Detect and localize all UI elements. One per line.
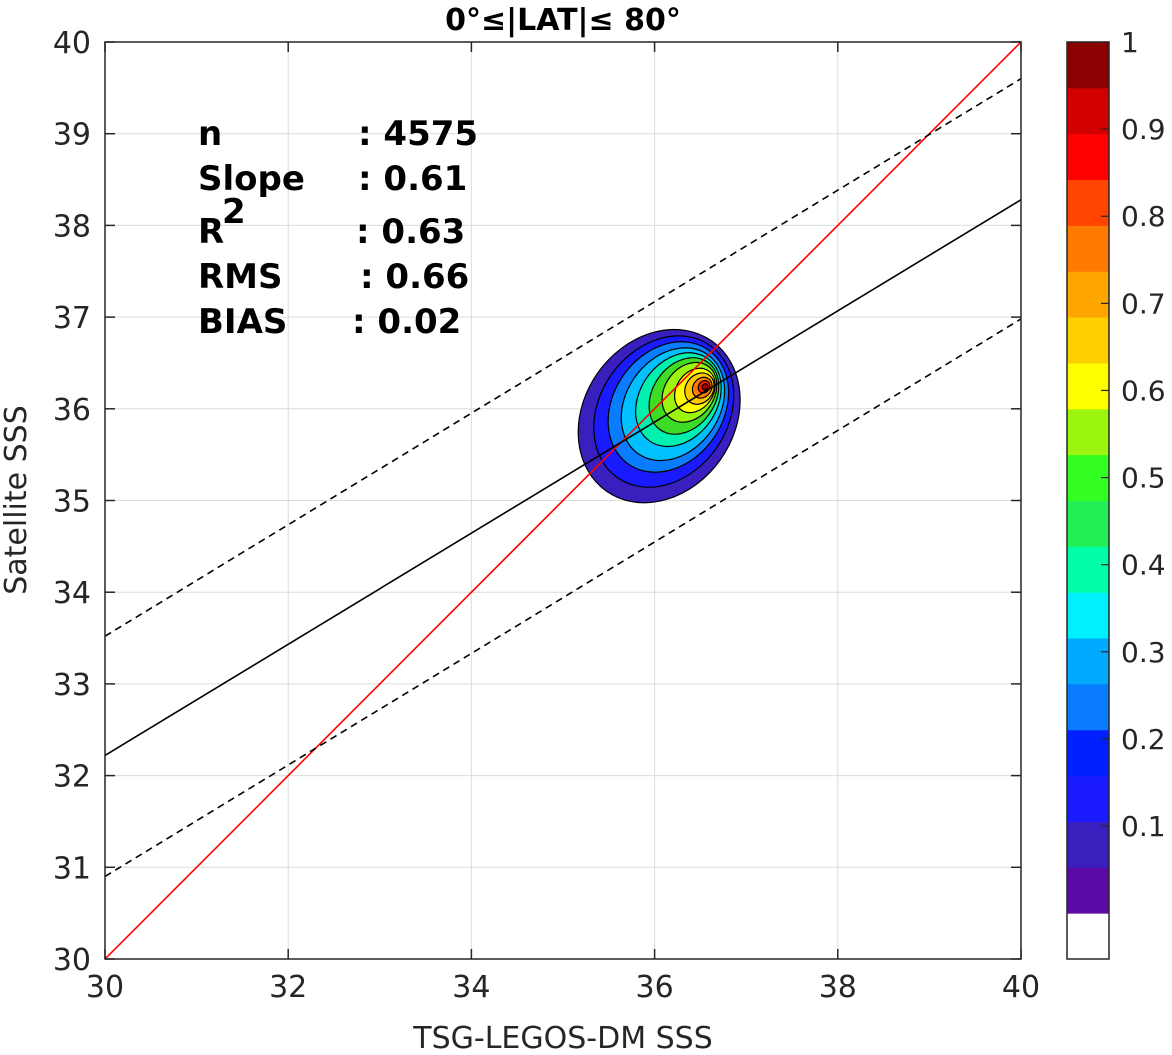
x-tick-label: 34: [452, 970, 490, 1005]
colorbar-segment: [1067, 271, 1109, 318]
stat-label: Slope: [198, 159, 305, 199]
y-tick-label: 31: [53, 851, 91, 886]
colorbar-tick-label: 1: [1121, 26, 1139, 59]
x-tick-label: 38: [819, 970, 857, 1005]
colorbar-segment: [1067, 913, 1109, 960]
x-tick-label: 30: [86, 970, 124, 1005]
y-tick-label: 33: [53, 668, 91, 703]
y-tick-label: 34: [53, 576, 91, 611]
colorbar-segment: [1067, 408, 1109, 456]
y-tick-label: 30: [53, 943, 91, 978]
stat-value: : 0.02: [352, 302, 461, 342]
colorbar-tick-label: 0.5: [1121, 462, 1166, 495]
regression-line: [105, 199, 1021, 757]
colorbar-segment: [1067, 87, 1109, 135]
colorbar-segment: [1067, 592, 1109, 639]
colorbar-tick-label: 0.4: [1121, 549, 1166, 582]
upper-bound-line: [105, 77, 1021, 637]
colorbar-segment: [1067, 42, 1109, 89]
colorbar-segment: [1067, 867, 1109, 914]
colorbar-tick-label: 0.7: [1121, 287, 1166, 320]
colorbar-segment: [1067, 729, 1109, 777]
x-tick-label: 36: [636, 970, 674, 1005]
density-contour-level: [701, 383, 709, 391]
y-tick-label: 39: [53, 118, 91, 153]
stat-label-superscript: 2: [222, 192, 246, 232]
stats-annotation: n : 4575 Slope : 0.61 R2 : 0.63 RMS : 0.66 BIAS:…: [198, 114, 478, 342]
density-contours: [577, 328, 741, 504]
stat-value: : 0.66: [360, 257, 469, 297]
colorbar-tick-label: 0.1: [1121, 810, 1166, 843]
x-axis: 30 32 34 36 38 40: [86, 42, 1040, 1005]
colorbar-frame: [1066, 41, 1110, 960]
stat-value: : 0.61: [358, 159, 467, 199]
y-axis: 30 31 32 33 34 35 36 37 38 39 40: [53, 26, 1021, 978]
colorbar-segment: [1067, 683, 1109, 731]
colorbar: 0.1 0.2 0.3 0.4 0.5 0.6 0.7 0.8 0.9 1: [1066, 26, 1166, 960]
y-tick-label: 35: [53, 485, 91, 520]
x-tick-label: 40: [1002, 970, 1040, 1005]
colorbar-tick-label: 0.3: [1121, 636, 1166, 669]
colorbar-segment: [1067, 225, 1109, 272]
colorbar-tick-label: 0.2: [1121, 723, 1166, 756]
chart-title: 0°≤|LAT|≤ 80°: [445, 3, 681, 38]
stat-value: : 4575: [358, 114, 478, 154]
colorbar-segment: [1067, 821, 1109, 868]
lower-bound-line: [105, 318, 1021, 878]
colorbar-segment: [1067, 317, 1109, 364]
colorbar-segment: [1067, 546, 1109, 593]
identity-line: [105, 42, 1021, 959]
colorbar-segment: [1067, 179, 1109, 226]
stat-label: RMS: [198, 257, 283, 297]
y-tick-label: 40: [53, 26, 91, 61]
y-axis-label: Satellite SSS: [0, 405, 34, 595]
colorbar-segment: [1067, 362, 1109, 410]
colorbar-segment: [1067, 638, 1109, 685]
colorbar-segment: [1067, 775, 1109, 822]
y-tick-label: 38: [53, 209, 91, 244]
x-tick-label: 32: [269, 970, 307, 1005]
x-axis-label: TSG-LEGOS-DM SSS: [412, 1021, 713, 1055]
stat-label: n: [198, 114, 222, 154]
colorbar-segment: [1067, 500, 1109, 547]
colorbar-segment: [1067, 133, 1109, 181]
y-tick-label: 32: [53, 760, 91, 795]
colorbar-tick-label: 0.9: [1121, 113, 1166, 146]
y-tick-label: 37: [53, 301, 91, 336]
y-tick-label: 36: [53, 393, 91, 428]
fit-lines: [105, 42, 1021, 959]
stat-label: BIAS: [198, 302, 287, 342]
stat-label: R: [198, 212, 224, 252]
colorbar-tick-label: 0.6: [1121, 374, 1166, 407]
grid-lines: [104, 41, 1022, 960]
stat-value: : 0.63: [356, 212, 465, 252]
colorbar-tick-label: 0.8: [1121, 200, 1166, 233]
